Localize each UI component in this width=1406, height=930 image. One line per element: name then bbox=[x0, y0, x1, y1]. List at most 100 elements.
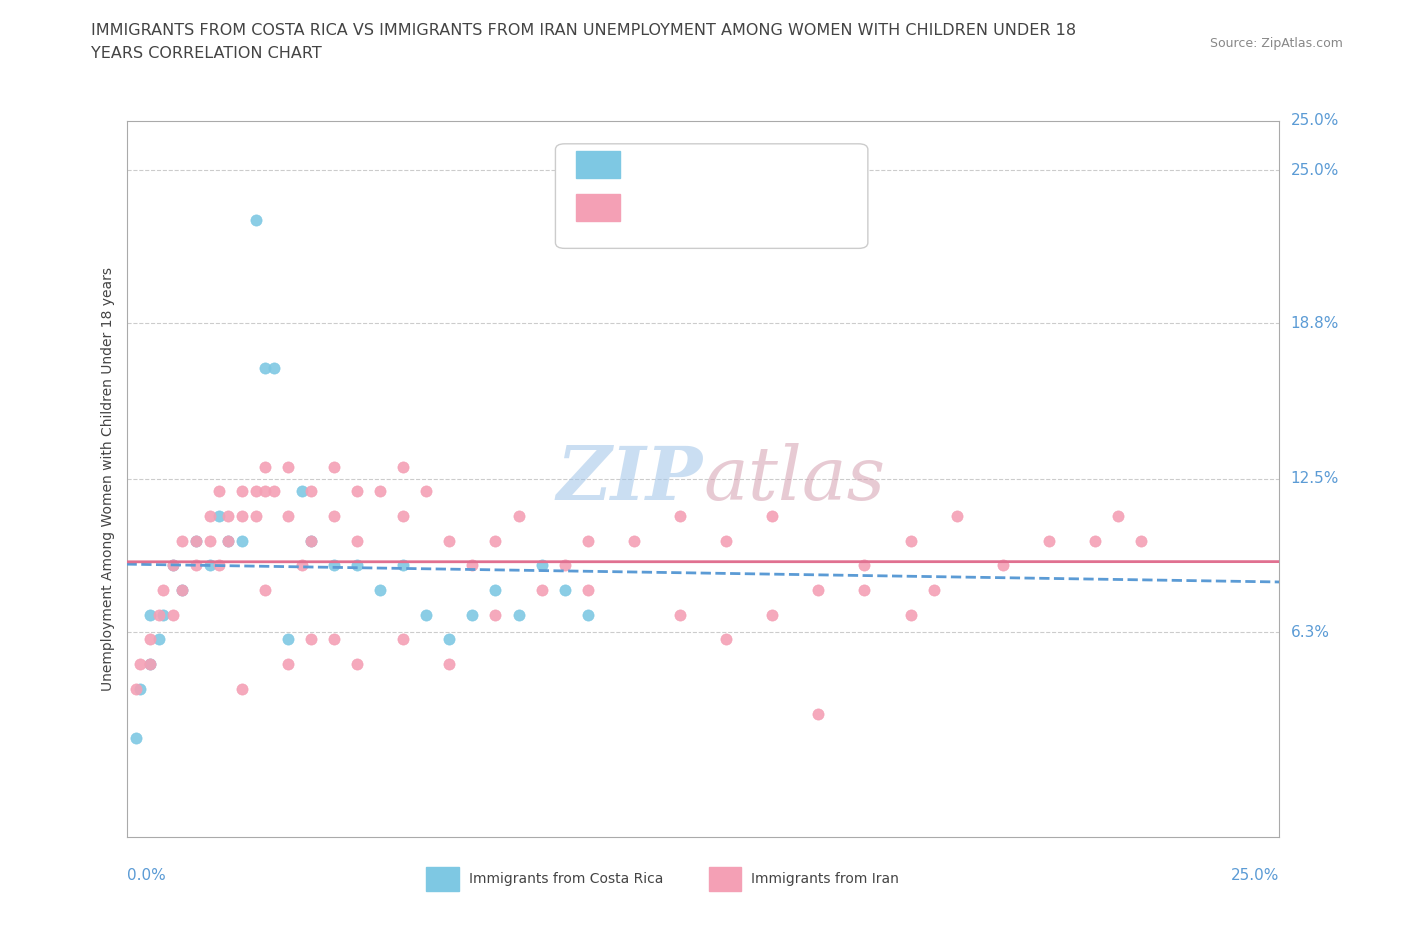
Point bbox=[807, 582, 830, 597]
Text: atlas: atlas bbox=[703, 443, 886, 515]
Point bbox=[217, 533, 239, 548]
Point bbox=[530, 582, 553, 597]
Text: 12.5%: 12.5% bbox=[1291, 472, 1339, 486]
Point bbox=[208, 509, 231, 524]
Text: 6.3%: 6.3% bbox=[1291, 625, 1330, 640]
FancyBboxPatch shape bbox=[555, 144, 868, 248]
Point bbox=[900, 607, 922, 622]
Point bbox=[138, 657, 160, 671]
Text: N = 75: N = 75 bbox=[761, 200, 818, 215]
Point bbox=[623, 533, 645, 548]
Point bbox=[554, 558, 576, 573]
Point bbox=[148, 632, 170, 647]
Text: Immigrants from Iran: Immigrants from Iran bbox=[751, 871, 900, 885]
Point bbox=[162, 607, 184, 622]
Point bbox=[461, 558, 484, 573]
Text: 25.0%: 25.0% bbox=[1291, 113, 1339, 128]
Text: 0.0%: 0.0% bbox=[127, 868, 166, 883]
Point bbox=[922, 582, 945, 597]
Point bbox=[508, 607, 530, 622]
Point bbox=[991, 558, 1014, 573]
Point bbox=[484, 607, 506, 622]
Bar bbox=[709, 867, 741, 891]
Point bbox=[198, 558, 221, 573]
Point bbox=[170, 582, 193, 597]
Point bbox=[945, 509, 967, 524]
Point bbox=[277, 632, 299, 647]
Point bbox=[853, 582, 876, 597]
Point bbox=[461, 607, 484, 622]
Text: YEARS CORRELATION CHART: YEARS CORRELATION CHART bbox=[91, 46, 322, 61]
Point bbox=[217, 533, 239, 548]
Point bbox=[576, 607, 599, 622]
Point bbox=[253, 459, 276, 474]
Point bbox=[299, 533, 322, 548]
Point bbox=[346, 657, 368, 671]
Point bbox=[484, 533, 506, 548]
Point bbox=[439, 632, 461, 647]
Point bbox=[162, 558, 184, 573]
Point bbox=[253, 484, 276, 498]
Point bbox=[231, 533, 253, 548]
Point bbox=[125, 682, 148, 697]
Point bbox=[346, 533, 368, 548]
Point bbox=[392, 632, 415, 647]
Point bbox=[392, 459, 415, 474]
Point bbox=[245, 212, 267, 227]
Point bbox=[138, 632, 160, 647]
Y-axis label: Unemployment Among Women with Children Under 18 years: Unemployment Among Women with Children U… bbox=[101, 267, 115, 691]
Point bbox=[208, 484, 231, 498]
Point bbox=[148, 607, 170, 622]
Point bbox=[184, 558, 207, 573]
Text: R = 0.348: R = 0.348 bbox=[634, 200, 710, 215]
Point bbox=[439, 657, 461, 671]
Point bbox=[807, 706, 830, 721]
Point bbox=[277, 459, 299, 474]
Point bbox=[669, 509, 692, 524]
Point bbox=[714, 632, 737, 647]
Point bbox=[346, 558, 368, 573]
Point bbox=[1084, 533, 1107, 548]
Point bbox=[125, 731, 148, 746]
Point bbox=[162, 558, 184, 573]
Text: Source: ZipAtlas.com: Source: ZipAtlas.com bbox=[1209, 37, 1343, 50]
Point bbox=[129, 657, 152, 671]
Point bbox=[669, 607, 692, 622]
Point bbox=[198, 533, 221, 548]
Point bbox=[530, 558, 553, 573]
Point bbox=[263, 361, 285, 376]
Point bbox=[231, 484, 253, 498]
Text: N = 31: N = 31 bbox=[761, 157, 818, 172]
Text: R = 0.001: R = 0.001 bbox=[634, 157, 710, 172]
Point bbox=[576, 582, 599, 597]
Text: 18.8%: 18.8% bbox=[1291, 316, 1339, 331]
Point bbox=[152, 582, 174, 597]
Point bbox=[346, 484, 368, 498]
Text: Immigrants from Costa Rica: Immigrants from Costa Rica bbox=[470, 871, 664, 885]
Point bbox=[323, 558, 346, 573]
Text: IMMIGRANTS FROM COSTA RICA VS IMMIGRANTS FROM IRAN UNEMPLOYMENT AMONG WOMEN WITH: IMMIGRANTS FROM COSTA RICA VS IMMIGRANTS… bbox=[91, 23, 1077, 38]
Point bbox=[277, 657, 299, 671]
Point bbox=[853, 558, 876, 573]
Point bbox=[368, 484, 391, 498]
Point bbox=[291, 484, 314, 498]
Point bbox=[761, 607, 783, 622]
Point bbox=[231, 682, 253, 697]
Point bbox=[576, 533, 599, 548]
Point bbox=[299, 533, 322, 548]
Point bbox=[439, 533, 461, 548]
Point bbox=[392, 558, 415, 573]
Point bbox=[299, 632, 322, 647]
Point bbox=[484, 582, 506, 597]
Text: ZIP: ZIP bbox=[557, 443, 703, 515]
Bar bbox=[576, 151, 620, 179]
Point bbox=[170, 533, 193, 548]
Point bbox=[415, 484, 437, 498]
Text: 25.0%: 25.0% bbox=[1232, 868, 1279, 883]
Point bbox=[184, 533, 207, 548]
Point bbox=[170, 582, 193, 597]
Point bbox=[129, 682, 152, 697]
Point bbox=[138, 657, 160, 671]
Point bbox=[231, 509, 253, 524]
Point bbox=[1130, 533, 1153, 548]
